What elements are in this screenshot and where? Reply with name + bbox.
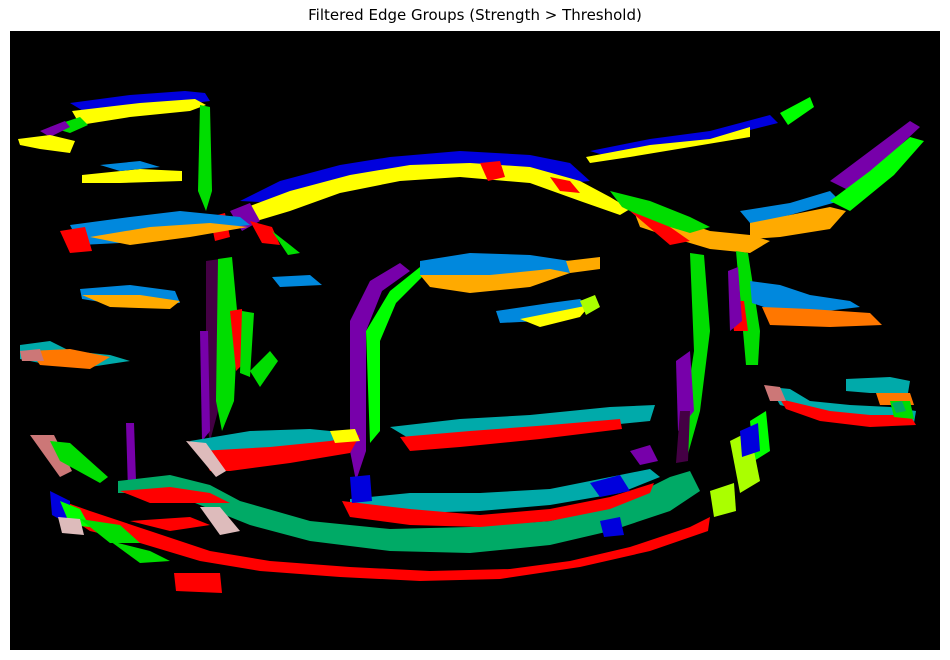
- edge-group-left-shelf: [20, 211, 322, 369]
- edge-group-arch: [210, 151, 630, 255]
- figure-title: Filtered Edge Groups (Strength > Thresho…: [308, 6, 642, 24]
- edge-group-inner-arch: [350, 253, 600, 481]
- edge-group-right-columns: [676, 251, 882, 517]
- edge-group-right-upper: [586, 97, 924, 253]
- edge-group-center-bands: [186, 405, 655, 477]
- edge-groups-image: [10, 31, 940, 650]
- edge-group-far-right: [764, 377, 916, 427]
- edge-group-top-left: [18, 91, 212, 211]
- edge-group-base: [30, 435, 710, 593]
- edge-map-svg: [10, 31, 940, 650]
- edge-group-left-columns: [126, 257, 278, 491]
